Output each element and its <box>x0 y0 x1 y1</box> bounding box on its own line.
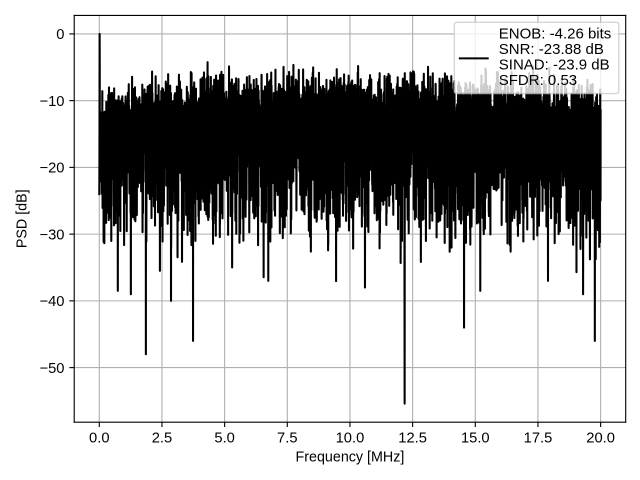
svg-text:−20: −20 <box>40 161 65 177</box>
svg-text:−10: −10 <box>40 94 65 110</box>
svg-text:10.0: 10.0 <box>336 430 365 446</box>
svg-text:17.5: 17.5 <box>524 430 553 446</box>
svg-text:−50: −50 <box>40 361 65 377</box>
svg-text:12.5: 12.5 <box>398 430 427 446</box>
svg-text:20.0: 20.0 <box>586 430 615 446</box>
svg-text:5.0: 5.0 <box>214 430 234 446</box>
svg-text:0.0: 0.0 <box>89 430 109 446</box>
svg-text:0: 0 <box>56 27 64 43</box>
svg-text:ENOB: -4.26 bits: ENOB: -4.26 bits <box>499 25 612 42</box>
svg-text:PSD [dB]: PSD [dB] <box>15 189 31 248</box>
svg-text:SNR: -23.88 dB: SNR: -23.88 dB <box>499 41 604 58</box>
svg-text:7.5: 7.5 <box>277 430 297 446</box>
svg-text:15.0: 15.0 <box>461 430 490 446</box>
svg-text:2.5: 2.5 <box>152 430 172 446</box>
svg-text:Frequency [MHz]: Frequency [MHz] <box>296 449 405 465</box>
svg-text:−30: −30 <box>40 227 65 243</box>
svg-text:−40: −40 <box>40 294 65 310</box>
svg-text:SFDR: 0.53: SFDR: 0.53 <box>499 72 577 89</box>
svg-text:SINAD: -23.9 dB: SINAD: -23.9 dB <box>499 57 610 74</box>
